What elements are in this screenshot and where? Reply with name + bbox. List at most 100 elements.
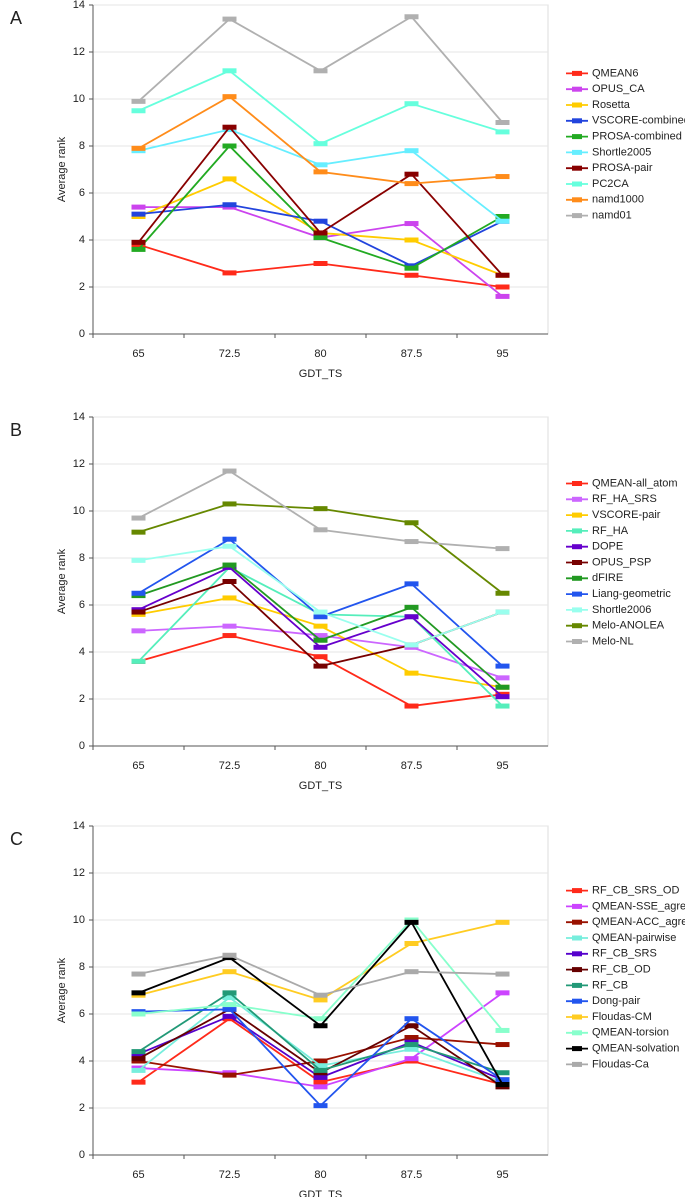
point-marker [131,1049,146,1055]
point-marker [131,557,146,563]
y-tick-label: 6 [79,1008,85,1020]
y-axis-title: Average rank [56,548,68,614]
x-tick-label: 80 [314,348,326,360]
x-tick-label: 72.5 [219,1169,240,1181]
legend-label: VSCORE-pair [592,509,661,521]
x-tick-label: 95 [496,760,508,772]
point-marker [495,1082,510,1087]
point-marker [222,995,237,1001]
point-marker [131,1011,146,1017]
point-marker [404,969,419,975]
y-tick-label: 4 [79,646,85,658]
y-tick-label: 2 [79,693,85,705]
point-marker [495,272,510,278]
point-marker [404,670,419,676]
point-marker [131,609,146,615]
point-marker [495,971,510,977]
point-marker [313,637,328,643]
point-marker [131,239,146,245]
point-marker [495,609,510,615]
y-tick-label: 12 [73,458,85,470]
point-marker [131,211,146,217]
legend-label: QMEAN-ACC_agree [592,916,685,928]
point-marker [495,174,510,180]
y-tick-label: 8 [79,552,85,564]
legend-marker [572,197,582,203]
legend-label: Rosetta [592,99,631,111]
point-marker [222,1072,237,1078]
point-marker [313,527,328,533]
point-marker [313,997,328,1003]
point-marker [495,684,510,690]
point-marker [404,1046,419,1052]
legend-label: RF_HA_SRS [592,493,657,505]
point-marker [222,952,237,958]
legend-label: Shortle2006 [592,604,651,616]
point-marker [131,590,146,596]
x-axis-title: GDT_TS [299,1189,342,1197]
panel-label: C [10,829,23,849]
legend-label: Dong-pair [592,995,641,1007]
x-tick-label: 65 [132,348,144,360]
point-marker [404,148,419,154]
point-marker [222,969,237,975]
point-marker [313,141,328,147]
point-marker [131,1056,146,1062]
point-marker [222,1013,237,1019]
y-tick-label: 12 [73,46,85,58]
legend-label: PROSA-combined [592,131,682,143]
point-marker [313,644,328,650]
point-marker [131,246,146,252]
x-tick-label: 65 [132,1169,144,1181]
point-marker [222,536,237,542]
point-marker [404,1023,419,1029]
legend-marker [572,1014,582,1020]
point-marker [222,94,237,100]
point-marker [313,1074,328,1080]
legend-marker [572,165,582,171]
y-tick-label: 8 [79,961,85,973]
legend-marker [572,575,582,581]
point-marker [222,16,237,22]
legend-label: Liang-geometric [592,588,671,600]
point-marker [404,237,419,243]
point-marker [313,218,328,224]
x-tick-label: 65 [132,760,144,772]
point-marker [404,919,419,925]
point-marker [313,1084,328,1090]
y-tick-label: 6 [79,599,85,611]
plot-area [92,416,549,747]
point-marker [222,990,237,996]
legend-label: namd1000 [592,194,644,206]
x-tick-label: 72.5 [219,348,240,360]
x-tick-label: 72.5 [219,760,240,772]
y-tick-label: 2 [79,1102,85,1114]
legend-marker [572,591,582,597]
point-marker [495,1042,510,1048]
point-marker [495,214,510,219]
y-tick-label: 6 [79,187,85,199]
legend-marker [572,496,582,502]
y-tick-label: 4 [79,1055,85,1067]
legend-marker [572,481,582,486]
legend-marker [572,118,582,124]
point-marker [313,235,328,241]
point-marker [222,124,237,130]
point-marker [313,992,328,998]
legend-label: QMEAN-pairwise [592,932,676,944]
point-marker [404,941,419,946]
legend-label: RF_CB_SRS_OD [592,885,679,897]
point-marker [404,272,419,278]
y-tick-label: 10 [73,914,85,926]
point-marker [222,68,237,74]
point-marker [404,181,419,187]
x-tick-label: 87.5 [401,1169,422,1181]
legend-label: DOPE [592,541,623,553]
point-marker [313,68,328,74]
legend-label: QMEAN-torsion [592,1027,669,1039]
legend-marker [572,903,582,909]
point-marker [404,101,419,107]
point-marker [222,595,237,601]
legend-label: PC2CA [592,178,629,190]
